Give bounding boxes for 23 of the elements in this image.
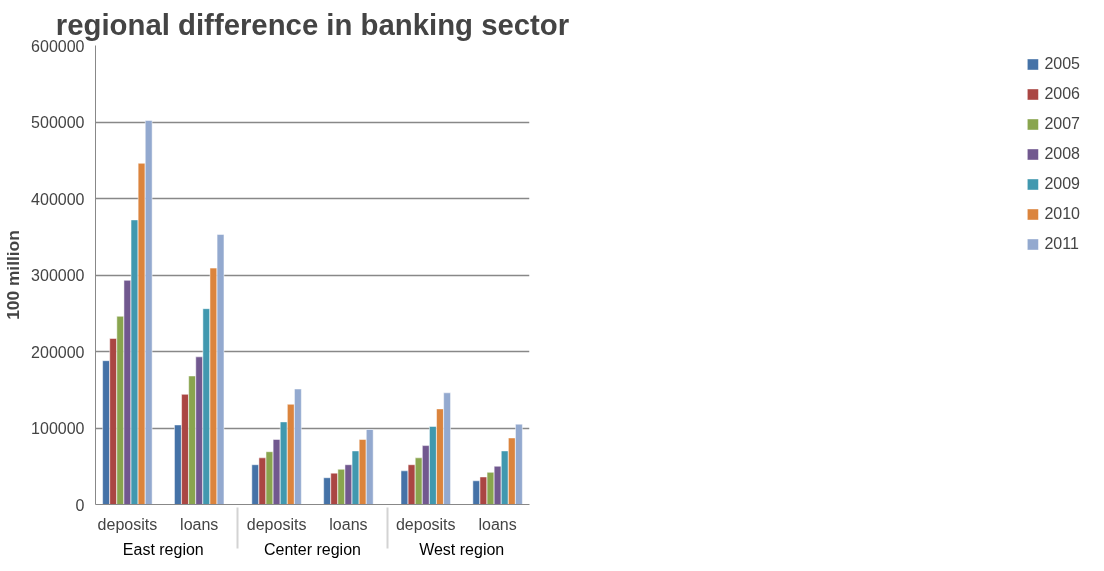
text: Center region xyxy=(264,540,361,558)
y-tick-label: 400000 xyxy=(31,190,85,208)
text: West region xyxy=(419,540,505,558)
legend-label: 2010 xyxy=(1044,205,1080,223)
x-tick-label: deposits xyxy=(97,515,158,533)
y-tick-label: 300000 xyxy=(31,267,85,284)
y-tick-label: 0 xyxy=(75,496,85,514)
legend-label: 2009 xyxy=(1044,175,1080,193)
legend-label: 2006 xyxy=(1044,85,1080,103)
y-axis-title: 100 million xyxy=(3,230,24,320)
legend-label: 2005 xyxy=(1044,55,1080,73)
x-tick-label: loans xyxy=(478,515,517,533)
y-tick-label: 200000 xyxy=(31,343,85,361)
text: East region xyxy=(122,540,204,558)
y-tick-label: 100000 xyxy=(31,420,85,437)
x-tick-label: loans xyxy=(180,515,219,533)
legend-label: 2008 xyxy=(1044,145,1080,163)
x-tick-label: loans xyxy=(329,515,368,533)
legend-label: 2011 xyxy=(1044,235,1079,253)
x-tick-label: deposits xyxy=(246,515,307,533)
legend-label: 2007 xyxy=(1044,115,1080,133)
x-tick-label: deposits xyxy=(395,515,456,533)
y-tick-label: 500000 xyxy=(31,114,85,131)
